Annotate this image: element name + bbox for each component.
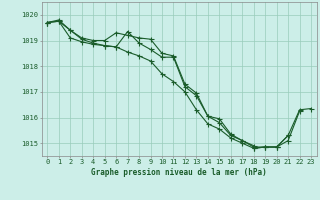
X-axis label: Graphe pression niveau de la mer (hPa): Graphe pression niveau de la mer (hPa) [91,168,267,177]
